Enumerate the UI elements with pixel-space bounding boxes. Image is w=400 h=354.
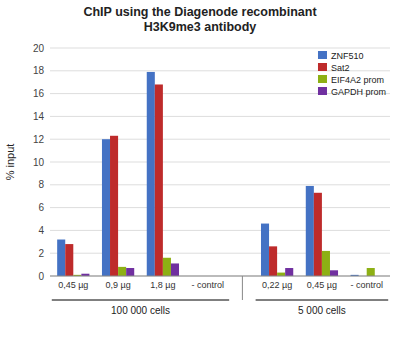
y-tick-label: 0 <box>38 271 44 282</box>
legend-swatch <box>318 87 327 95</box>
bar <box>110 136 118 276</box>
bar <box>367 268 375 276</box>
bar <box>65 244 73 276</box>
section-label: 100 000 cells <box>111 305 170 316</box>
bar <box>285 268 293 276</box>
y-tick-label: 2 <box>38 248 44 259</box>
grid-line <box>50 116 390 117</box>
y-tick-label: 4 <box>38 225 44 236</box>
x-tick-label: 1,8 µg <box>150 280 175 290</box>
y-tick-label: 18 <box>33 65 45 76</box>
legend-swatch <box>318 63 327 71</box>
y-tick-label: 10 <box>33 157 45 168</box>
bar <box>147 72 155 276</box>
legend: ZNF510 Sat2 EIF4A2 prom GAPDH prom <box>318 51 386 97</box>
legend-label: Sat2 <box>331 63 350 73</box>
legend-label: GAPDH prom <box>331 87 386 97</box>
title: ChIP using the Diagenode recombinant <box>83 5 317 19</box>
section-bracket <box>52 300 229 301</box>
y-tick-label: 20 <box>33 43 45 54</box>
y-tick-label: 16 <box>33 88 45 99</box>
y-tick-label: 12 <box>33 134 45 145</box>
grid-line <box>50 230 390 231</box>
bar <box>277 273 285 276</box>
y-tick-label: 8 <box>38 179 44 190</box>
grid-line <box>50 207 390 208</box>
section-divider <box>242 276 243 300</box>
x-tick-label: - control <box>350 280 383 290</box>
x-axis-line <box>50 276 390 277</box>
bar <box>163 258 171 276</box>
bar <box>155 84 163 276</box>
section-bracket <box>256 300 389 301</box>
bar <box>269 246 277 276</box>
grid-line <box>50 253 390 254</box>
grid-line <box>50 162 390 163</box>
bars <box>57 72 375 276</box>
bar <box>330 270 338 276</box>
grid-line <box>50 276 390 277</box>
x-tick-label: - control <box>191 280 224 290</box>
bar <box>57 240 65 276</box>
title: H3K9me3 antibody <box>144 20 257 34</box>
grid-line <box>50 184 390 185</box>
legend-swatch <box>318 51 327 59</box>
section-label: 5 000 cells <box>298 305 346 316</box>
x-tick-label: 0,45 µg <box>58 280 88 290</box>
legend-swatch <box>318 75 327 83</box>
bar <box>118 267 126 276</box>
bar <box>322 251 330 276</box>
x-tick-label: 0,9 µg <box>105 280 130 290</box>
bar <box>102 139 110 276</box>
bar <box>171 263 179 276</box>
bar <box>126 268 134 276</box>
y-axis-label: % input <box>4 144 16 181</box>
chart: ChIP using the Diagenode recombinantH3K9… <box>0 0 400 354</box>
legend-label: EIF4A2 prom <box>331 75 384 85</box>
y-tick-label: 14 <box>33 111 45 122</box>
bar <box>306 186 314 276</box>
grid-line <box>50 139 390 140</box>
bar <box>261 224 269 276</box>
x-tick-label: 0,22 µg <box>262 280 292 290</box>
y-tick-label: 6 <box>38 202 44 213</box>
x-tick-label: 0,45 µg <box>307 280 337 290</box>
grid-line <box>50 48 390 49</box>
bar <box>314 193 322 276</box>
grid <box>50 48 390 276</box>
legend-label: ZNF510 <box>331 51 364 61</box>
